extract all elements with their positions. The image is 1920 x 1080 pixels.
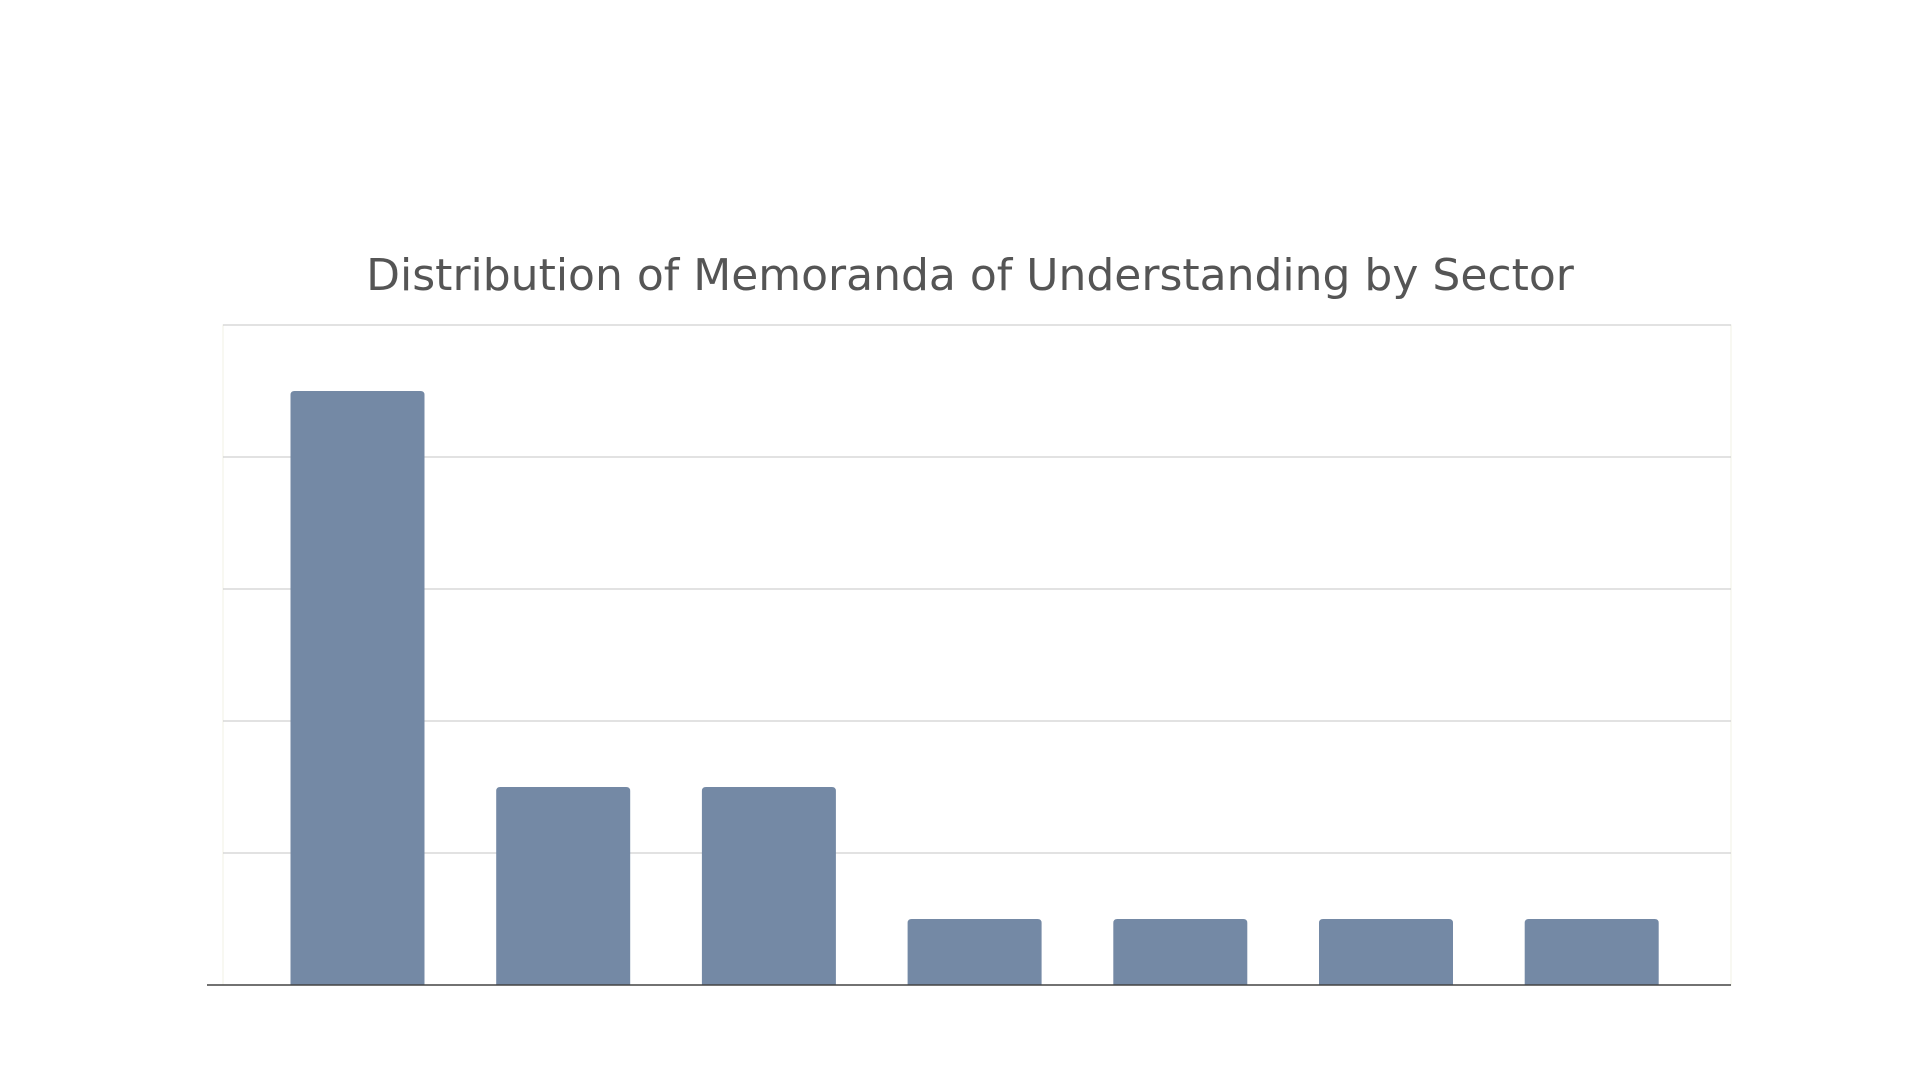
bar xyxy=(1524,919,1659,985)
bar xyxy=(1113,919,1248,985)
plot-frame xyxy=(222,324,1732,986)
bar xyxy=(701,787,836,985)
bar xyxy=(496,787,631,985)
bar xyxy=(290,391,425,985)
bar xyxy=(1319,919,1453,985)
bar xyxy=(907,919,1042,985)
chart-title: Distribution of Memoranda of Understandi… xyxy=(366,250,1575,301)
